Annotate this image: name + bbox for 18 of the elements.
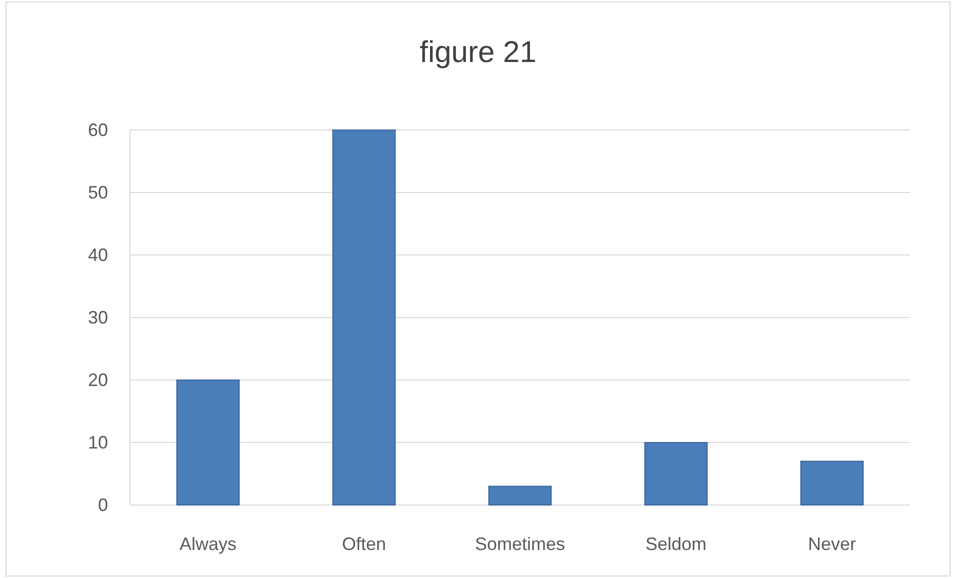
x-tick-label: Never — [808, 534, 856, 554]
bar — [176, 380, 240, 506]
y-tick-label: 30 — [88, 307, 108, 328]
x-tick-label: Always — [179, 534, 237, 554]
bar — [644, 442, 708, 506]
y-tick-label: 50 — [88, 182, 108, 202]
bar — [800, 460, 864, 506]
y-tick-label: 40 — [88, 244, 108, 265]
x-tick-label: Often — [342, 534, 386, 554]
y-tick-label: 10 — [88, 432, 108, 452]
chart-title: figure 21 — [420, 36, 536, 69]
y-tick-label: 20 — [88, 370, 108, 390]
y-tick-label: 0 — [98, 494, 108, 515]
bar — [488, 486, 552, 506]
bar — [332, 130, 396, 506]
y-tick-label: 60 — [88, 120, 108, 140]
x-tick-label: Seldom — [645, 534, 707, 554]
x-tick-label: Sometimes — [474, 534, 566, 554]
